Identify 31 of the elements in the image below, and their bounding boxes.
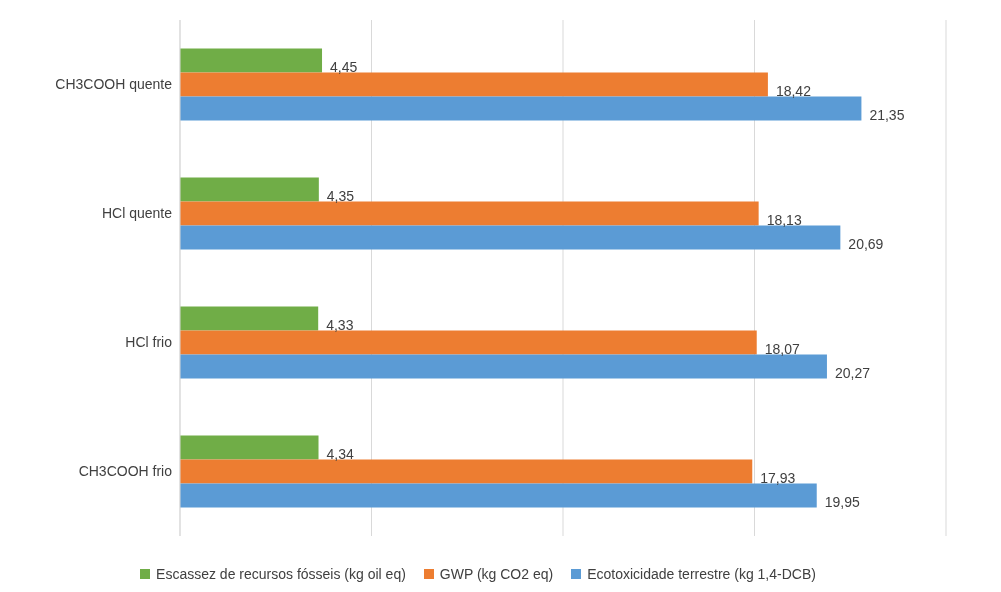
bar [180,225,841,250]
legend-label: GWP (kg CO2 eq) [439,566,554,582]
legend-label: Escassez de recursos fósseis (kg oil eq) [156,566,406,582]
bar [180,201,759,226]
legend-label: Ecotoxicidade terrestre (kg 1,4-DCB) [587,566,816,582]
data-label: 4,34 [326,446,354,463]
data-label: 18,07 [764,341,800,358]
data-label: 20,69 [848,236,884,253]
bar [180,177,319,202]
bar [180,306,319,331]
data-label: 4,33 [326,317,354,334]
bar [180,459,753,484]
y-tick-label: CH3COOH frio [78,463,173,480]
y-tick-label: HCl frio [125,334,173,351]
data-label: 4,45 [330,59,358,76]
y-tick-label: HCl quente [101,205,173,222]
y-tick-label: CH3COOH quente [55,76,173,93]
data-label: 20,27 [834,365,871,382]
data-label: 21,35 [869,107,905,124]
data-label: 17,93 [760,470,796,487]
data-label: 4,35 [326,188,355,205]
bar [180,48,323,73]
data-label: 18,42 [775,83,812,100]
bar [180,354,827,379]
data-label: 18,13 [766,212,802,229]
bar [180,330,757,355]
bar [180,435,319,460]
bar [180,96,862,121]
bar [180,72,768,97]
bar [180,483,817,508]
data-label: 19,95 [824,494,860,511]
